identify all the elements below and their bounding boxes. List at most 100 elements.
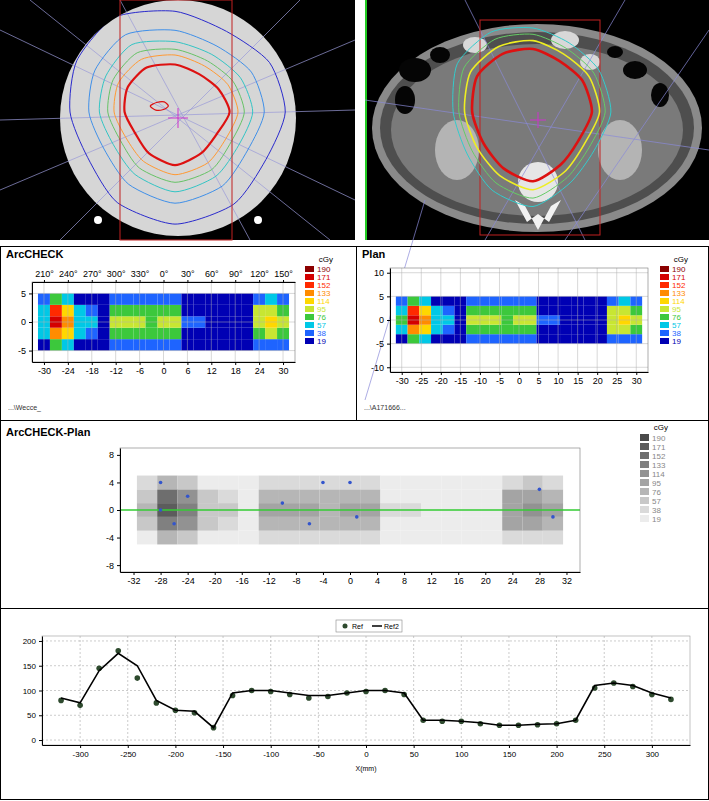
heat-cell bbox=[218, 476, 238, 490]
x-axis-tick-mark bbox=[187, 362, 188, 365]
crosshair bbox=[538, 112, 539, 128]
heat-cell bbox=[217, 328, 229, 339]
legend-label: 152 bbox=[652, 452, 666, 461]
heat-cell bbox=[238, 531, 258, 545]
x-axis-tick-mark bbox=[128, 745, 129, 748]
y-axis-tick-mark bbox=[29, 322, 32, 323]
isodose-contour bbox=[99, 41, 252, 192]
grid-line bbox=[42, 740, 690, 741]
grid-line bbox=[390, 367, 648, 368]
heat-cell bbox=[560, 296, 572, 305]
heat-cell bbox=[525, 334, 537, 343]
x-axis-tick: -18 bbox=[86, 362, 99, 376]
x-axis-tick-mark bbox=[92, 362, 93, 365]
legend-swatch bbox=[640, 515, 649, 522]
x-axis-tick-label: -20 bbox=[209, 576, 222, 586]
plot-area bbox=[390, 268, 648, 372]
x-axis-tick-mark bbox=[323, 572, 324, 575]
heat-cell bbox=[198, 476, 218, 490]
y-axis-tick-mark bbox=[117, 510, 120, 511]
heat-cell bbox=[98, 293, 110, 304]
color-legend: cGy1901711521331149576573819 bbox=[660, 255, 688, 346]
heat-cell bbox=[560, 306, 572, 315]
angle-axis-tick-mark bbox=[211, 280, 212, 282]
chart-title: ArcCHECK bbox=[6, 248, 64, 260]
y-axis-tick-label: 10 bbox=[374, 268, 384, 278]
isodose-contour bbox=[70, 11, 286, 224]
heat-cell bbox=[408, 325, 420, 334]
heat-cell bbox=[265, 305, 277, 316]
x-axis-tick: 16 bbox=[454, 572, 464, 586]
legend-box bbox=[336, 620, 402, 632]
heat-cell bbox=[198, 531, 218, 545]
x-axis-tick-label: 250 bbox=[598, 750, 612, 759]
grid-line bbox=[556, 636, 557, 745]
heat-cell bbox=[198, 517, 218, 531]
x-axis-tick-label: -150 bbox=[216, 750, 233, 759]
heat-cell bbox=[193, 293, 205, 304]
legend-swatch bbox=[640, 506, 649, 513]
angle-axis-tick-mark bbox=[116, 280, 117, 282]
heat-cell bbox=[462, 531, 482, 545]
heat-cell bbox=[241, 339, 253, 350]
heat-cell bbox=[122, 293, 134, 304]
x-axis-tick-label: 25 bbox=[612, 376, 622, 386]
heat-cell bbox=[482, 517, 502, 531]
angle-axis-tick: 30° bbox=[181, 269, 195, 282]
x-axis-tick-label: -30 bbox=[38, 366, 51, 376]
grid-line bbox=[390, 296, 648, 297]
x-axis-tick: 12 bbox=[207, 362, 217, 376]
x-axis-tick: 6 bbox=[185, 362, 190, 376]
plot-frame bbox=[32, 282, 295, 362]
heat-cell bbox=[137, 489, 157, 503]
heat-cell bbox=[466, 334, 478, 343]
heat-cell bbox=[193, 339, 205, 350]
y-axis-tick: 0 bbox=[32, 736, 42, 745]
beam-line bbox=[0, 30, 355, 200]
y-axis-tick-label: 8 bbox=[109, 450, 114, 460]
y-axis-tick-label: 0 bbox=[21, 317, 26, 327]
heat-cell bbox=[421, 517, 441, 531]
x-axis-tick: 0 bbox=[517, 372, 522, 386]
grid-line bbox=[390, 320, 648, 321]
legend-swatch bbox=[640, 434, 649, 441]
legend-swatch bbox=[305, 266, 314, 272]
heat-cell bbox=[193, 328, 205, 339]
heat-cell bbox=[122, 305, 134, 316]
beam-line bbox=[465, 0, 585, 240]
heat-cell bbox=[146, 305, 158, 316]
heat-cell bbox=[543, 531, 563, 545]
failed-point bbox=[308, 522, 312, 526]
angle-axis-tick-label: 270° bbox=[83, 269, 102, 279]
contour bbox=[464, 40, 599, 189]
angle-axis-tick: 60° bbox=[205, 269, 219, 282]
angle-axis-tick-mark bbox=[259, 280, 260, 282]
x-axis-tick-mark bbox=[377, 572, 378, 575]
x-axis: -300-250-200-150-100-5005010015020025030… bbox=[43, 745, 691, 759]
profile-line bbox=[120, 509, 580, 511]
y-axis-tick: -10 bbox=[371, 363, 390, 373]
body bbox=[372, 24, 702, 232]
y-axis-tick: 5 bbox=[379, 292, 390, 302]
heat-cell bbox=[482, 476, 502, 490]
x-axis-tick: -6 bbox=[136, 362, 144, 376]
contrast-bowel bbox=[463, 37, 487, 53]
y-axis-line bbox=[32, 283, 33, 363]
y-axis-tick-label: 50 bbox=[27, 711, 36, 720]
angle-axis-line bbox=[33, 282, 296, 283]
heat-cell bbox=[466, 306, 478, 315]
y-axis-tick: 0 bbox=[379, 315, 390, 325]
heat-cell bbox=[560, 325, 572, 334]
x-axis-tick-label: -8 bbox=[292, 576, 300, 586]
x-axis-tick-mark bbox=[215, 572, 216, 575]
x-axis-tick: 250 bbox=[598, 745, 612, 759]
plot-background bbox=[32, 282, 295, 362]
heat-cell bbox=[408, 306, 420, 315]
heat-cell bbox=[279, 517, 299, 531]
x-axis-tick-label: -24 bbox=[182, 576, 195, 586]
x-axis-tick-label: 16 bbox=[454, 576, 464, 586]
y-axis-tick: 10 bbox=[374, 268, 390, 278]
x-axis-tick-mark bbox=[597, 372, 598, 375]
y-axis-tick: 200 bbox=[23, 637, 42, 646]
heat-cell bbox=[169, 328, 181, 339]
